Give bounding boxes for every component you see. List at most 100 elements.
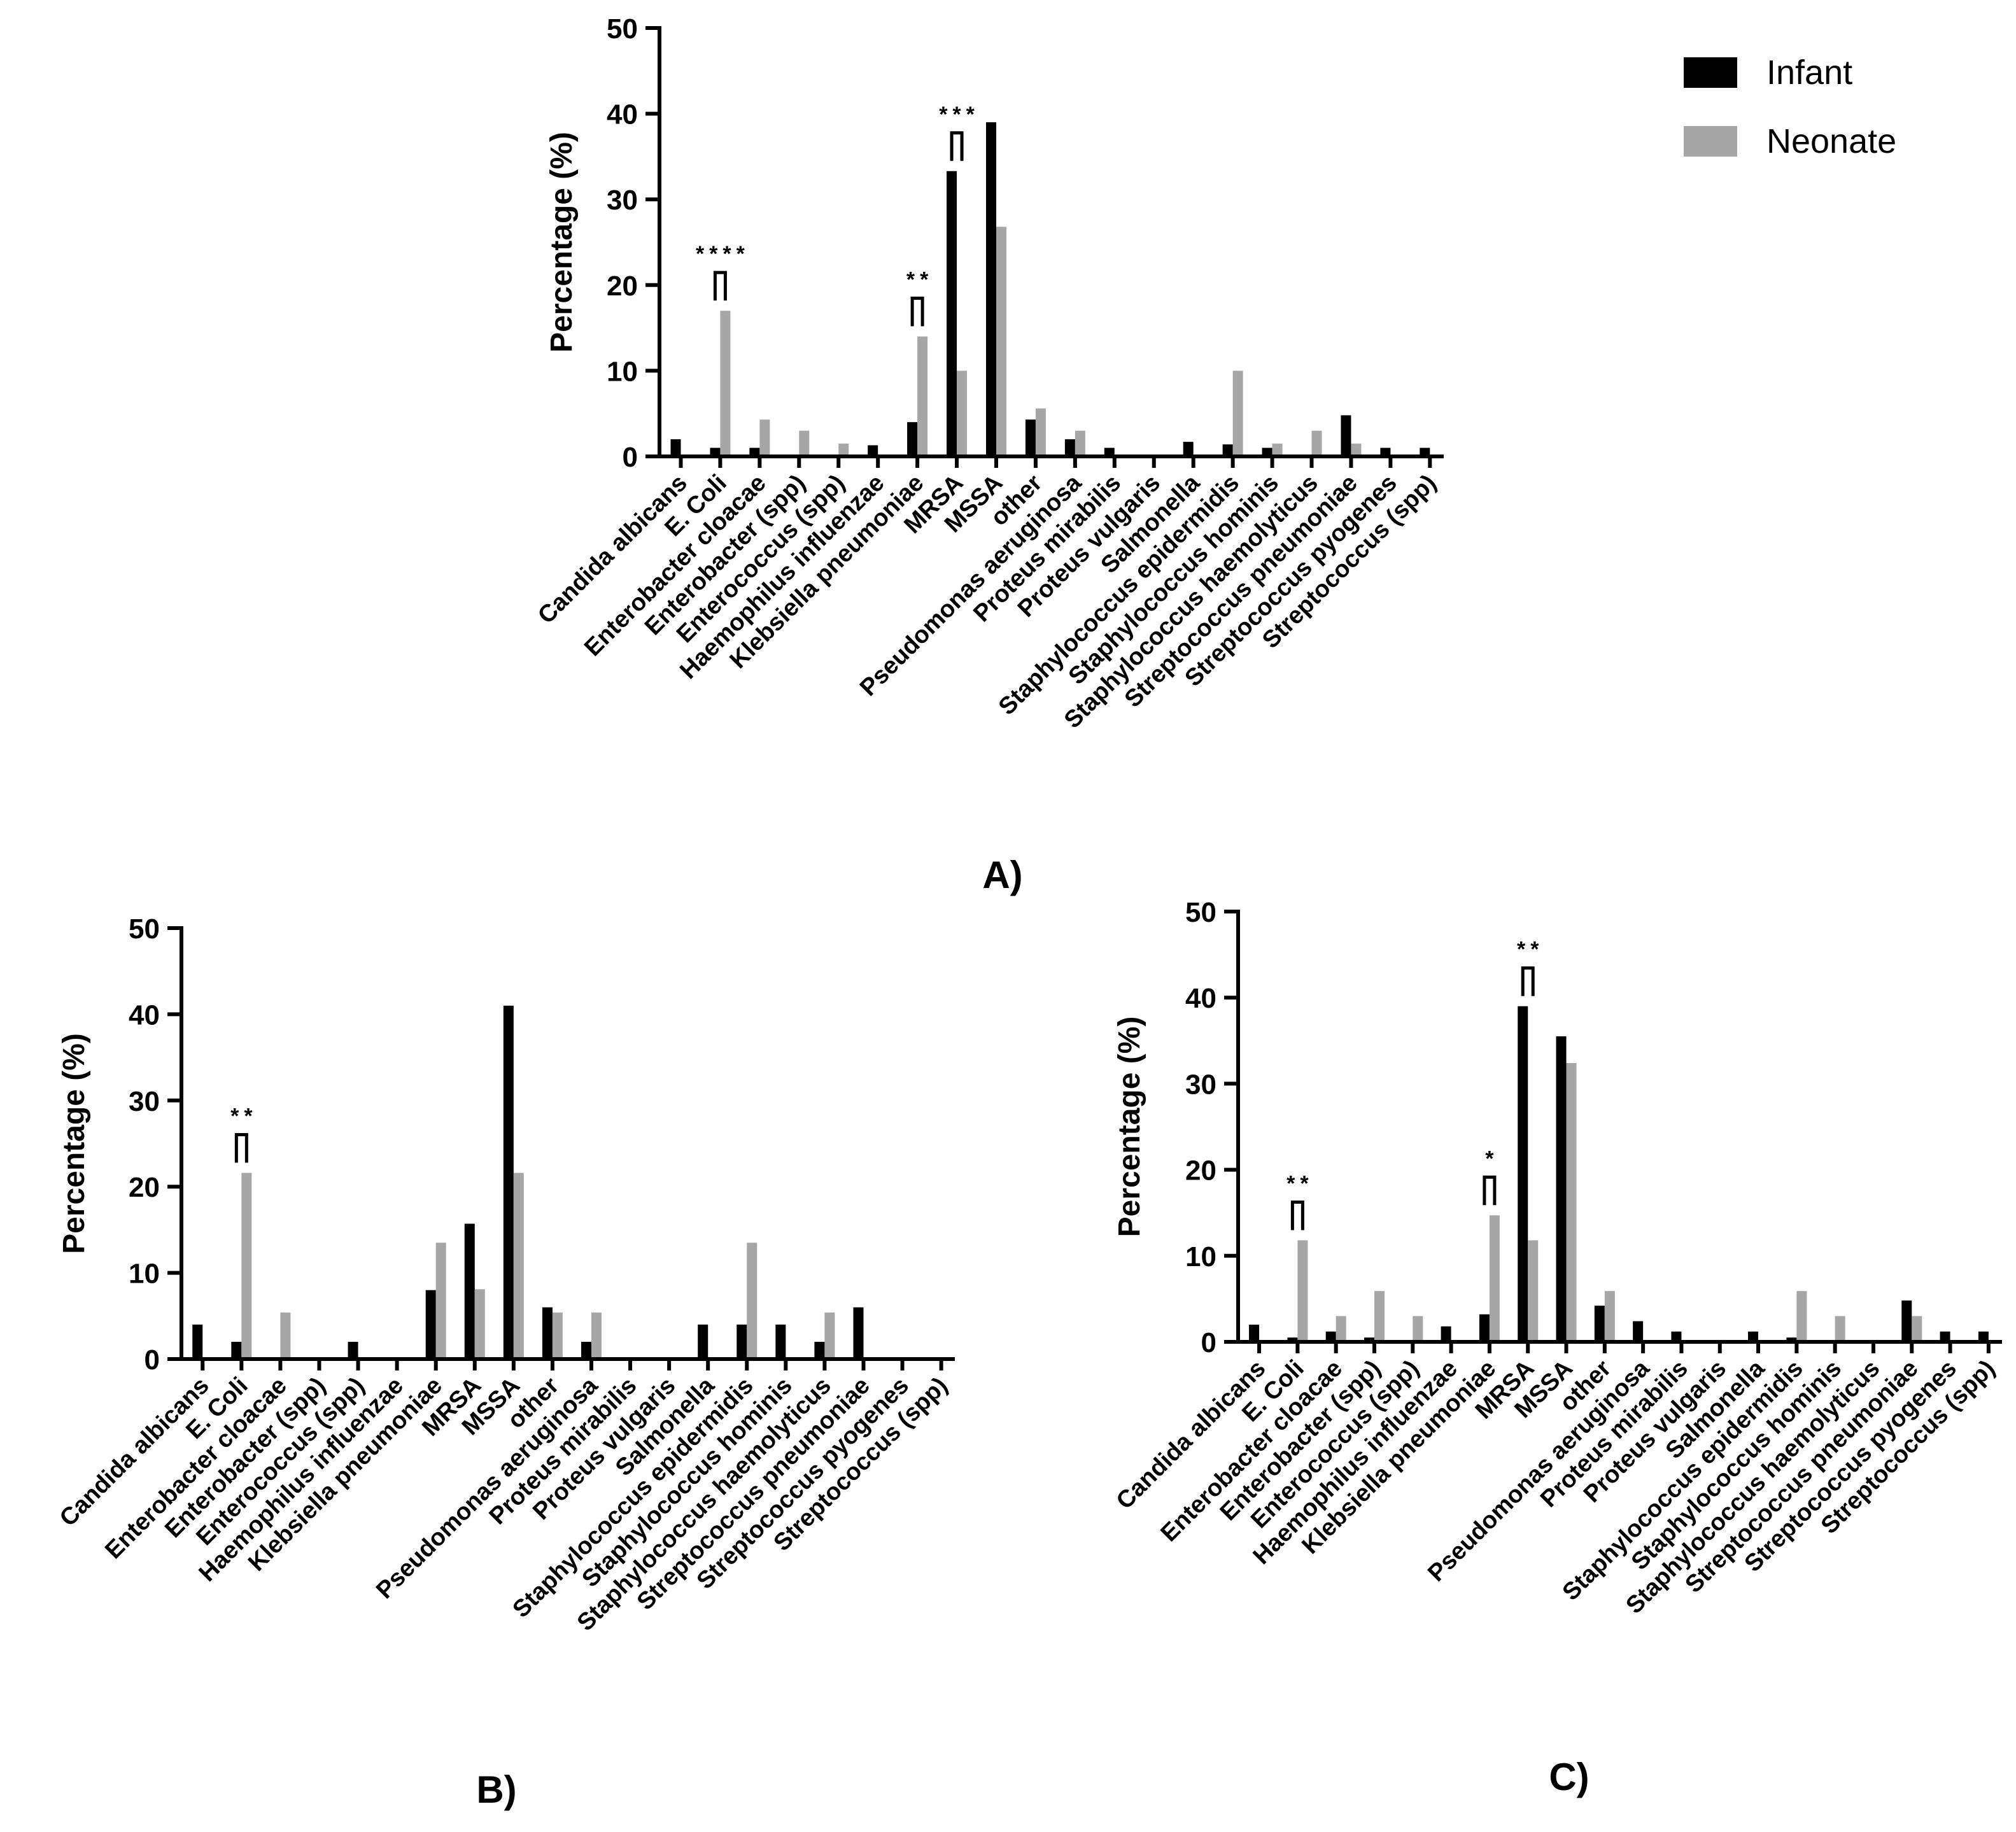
bar-infant-pseudomonas-aeruginosa [1064, 439, 1075, 456]
bar-neonate-enterococcus-spp [838, 443, 849, 456]
bar-neonate-e-coli [241, 1173, 252, 1359]
bar-infant-candida-albicans [1249, 1324, 1260, 1342]
bar-neonate-e-coli [720, 311, 731, 456]
y-tick-label: 30 [1185, 1069, 1216, 1100]
bar-neonate-other [1035, 408, 1046, 456]
bar-infant-other [542, 1307, 553, 1359]
bar-infant-streptococcus-pyogenes [1380, 447, 1391, 456]
panel-label: B) [476, 1768, 516, 1811]
bar-neonate-pseudomonas-aeruginosa [1075, 430, 1085, 456]
bar-infant-klebsiella-pneumoniae [1479, 1314, 1490, 1342]
significance-label: ** [1517, 938, 1544, 962]
bar-neonate-mrsa [957, 370, 968, 456]
bar-infant-staphylococcus-hominis [1262, 447, 1272, 456]
bar-infant-enterobacter-cloacae [749, 447, 760, 456]
bar-neonate-klebsiella-pneumoniae [917, 336, 928, 456]
bar-neonate-mssa [513, 1173, 524, 1359]
y-tick-label: 20 [129, 1172, 160, 1203]
y-tick-label: 30 [607, 185, 638, 216]
bar-infant-enterobacter-cloacae [1325, 1331, 1336, 1342]
significance-bracket [910, 297, 924, 327]
significance-bracket [950, 131, 964, 161]
y-tick-label: 40 [1185, 983, 1216, 1014]
y-tick-label: 10 [1185, 1241, 1216, 1272]
y-tick-label: 50 [1185, 897, 1216, 928]
significance-label: **** [696, 242, 750, 266]
bar-infant-candida-albicans [192, 1324, 203, 1359]
y-tick-label: 20 [1185, 1155, 1216, 1187]
bar-infant-staphylococcus-epidermidis [1222, 444, 1233, 456]
legend: Infant Neonate [1684, 53, 1896, 160]
y-tick-label: 50 [129, 913, 160, 945]
legend-label-neonate: Neonate [1766, 122, 1896, 160]
bar-infant-mssa [503, 1005, 514, 1359]
y-tick-label: 20 [607, 271, 638, 302]
bar-infant-streptococcus-pyogenes [1940, 1331, 1950, 1342]
bar-infant-proteus-mirabilis [1104, 447, 1115, 456]
bar-infant-streptococcus-pneumoniae [1341, 415, 1351, 456]
y-tick-label: 0 [145, 1344, 160, 1376]
bar-infant-haemophilus-influenzae [1441, 1326, 1451, 1342]
significance-label: ** [1286, 1171, 1313, 1195]
bar-neonate-staphylococcus-epidermidis [1796, 1291, 1807, 1342]
bar-neonate-enterobacter-spp [1374, 1291, 1385, 1342]
bar-infant-other [1594, 1306, 1605, 1342]
bar-neonate-pseudomonas-aeruginosa [591, 1312, 602, 1359]
y-tick-label: 10 [607, 356, 638, 387]
bar-neonate-enterococcus-spp [1413, 1316, 1423, 1342]
bar-neonate-streptococcus-pneumoniae [1351, 443, 1362, 456]
bar-neonate-klebsiella-pneumoniae [435, 1243, 446, 1359]
bar-neonate-other [552, 1312, 563, 1359]
significance-bracket [1290, 1200, 1304, 1230]
significance-bracket [1521, 966, 1535, 996]
bar-neonate-enterobacter-cloacae [280, 1312, 291, 1359]
bar-neonate-mrsa [474, 1289, 485, 1359]
y-tick-label: 0 [623, 442, 638, 473]
significance-bracket [234, 1133, 248, 1163]
bar-infant-staphylococcus-epidermidis [1786, 1337, 1797, 1342]
bar-neonate-other [1604, 1291, 1615, 1342]
bar-infant-enterobacter-spp [1364, 1337, 1374, 1342]
bar-neonate-klebsiella-pneumoniae [1489, 1215, 1500, 1342]
bar-neonate-streptococcus-pneumoniae [1912, 1316, 1922, 1342]
legend-label-infant: Infant [1766, 53, 1852, 92]
bar-neonate-staphylococcus-epidermidis [747, 1243, 758, 1359]
bar-neonate-staphylococcus-epidermidis [1232, 370, 1243, 456]
bar-neonate-staphylococcus-haemolyticus [1311, 430, 1322, 456]
significance-label: ** [906, 268, 933, 292]
bar-infant-staphylococcus-hominis [775, 1324, 786, 1359]
panel-label: C) [1549, 1756, 1589, 1798]
bar-infant-mrsa [464, 1223, 475, 1359]
legend-swatch-infant [1684, 57, 1737, 88]
y-tick-label: 10 [129, 1258, 160, 1290]
bar-infant-klebsiella-pneumoniae [425, 1290, 436, 1359]
y-tick-label: 40 [607, 99, 638, 130]
y-axis-label: Percentage (%) [545, 132, 579, 353]
bar-infant-salmonella [698, 1324, 708, 1359]
bar-neonate-staphylococcus-hominis [1835, 1316, 1845, 1342]
bar-neonate-staphylococcus-hominis [1272, 443, 1283, 456]
bar-infant-staphylococcus-haemolyticus [814, 1341, 825, 1359]
bar-neonate-enterobacter-spp [799, 430, 810, 456]
bar-infant-mrsa [1518, 1006, 1528, 1342]
bar-infant-proteus-mirabilis [1671, 1331, 1682, 1342]
significance-label: ** [230, 1104, 257, 1129]
significance-bracket [1483, 1175, 1497, 1206]
bar-infant-e-coli [231, 1341, 242, 1359]
bar-infant-e-coli [1287, 1337, 1298, 1342]
bar-infant-pseudomonas-aeruginosa [581, 1341, 591, 1359]
bar-infant-other [1025, 419, 1036, 456]
bar-infant-mrsa [947, 171, 957, 456]
bar-neonate-enterobacter-cloacae [1336, 1316, 1346, 1342]
bar-infant-staphylococcus-epidermidis [737, 1324, 747, 1359]
legend-swatch-neonate [1684, 126, 1737, 157]
bar-infant-candida-albicans [670, 439, 681, 456]
y-tick-label: 0 [1201, 1327, 1216, 1358]
bar-neonate-mssa [1566, 1062, 1577, 1342]
bar-neonate-mrsa [1528, 1240, 1539, 1342]
significance-bracket [713, 271, 727, 301]
